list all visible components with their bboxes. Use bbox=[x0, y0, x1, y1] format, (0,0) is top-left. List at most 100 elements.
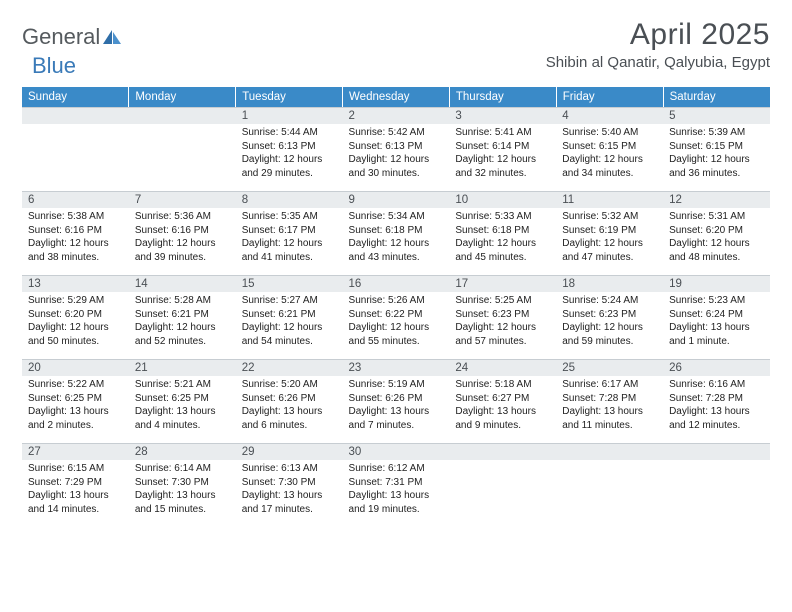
calendar-day-cell: 24Sunrise: 5:18 AMSunset: 6:27 PMDayligh… bbox=[449, 359, 556, 443]
calendar-day-cell: 26Sunrise: 6:16 AMSunset: 7:28 PMDayligh… bbox=[663, 359, 770, 443]
calendar-empty-cell bbox=[556, 443, 663, 527]
day-details: Sunrise: 6:12 AMSunset: 7:31 PMDaylight:… bbox=[343, 460, 450, 520]
day-number: 30 bbox=[343, 443, 450, 460]
calendar-header-row: SundayMondayTuesdayWednesdayThursdayFrid… bbox=[22, 87, 770, 107]
day-details: Sunrise: 5:40 AMSunset: 6:15 PMDaylight:… bbox=[556, 124, 663, 184]
calendar-day-cell: 27Sunrise: 6:15 AMSunset: 7:29 PMDayligh… bbox=[22, 443, 129, 527]
day-number: 1 bbox=[236, 107, 343, 124]
calendar-row: 1Sunrise: 5:44 AMSunset: 6:13 PMDaylight… bbox=[22, 107, 770, 191]
day-details: Sunrise: 5:32 AMSunset: 6:19 PMDaylight:… bbox=[556, 208, 663, 268]
day-number: 11 bbox=[556, 191, 663, 208]
day-details: Sunrise: 6:13 AMSunset: 7:30 PMDaylight:… bbox=[236, 460, 343, 520]
day-number: 23 bbox=[343, 359, 450, 376]
calendar-body: 1Sunrise: 5:44 AMSunset: 6:13 PMDaylight… bbox=[22, 107, 770, 527]
day-details bbox=[22, 124, 129, 184]
day-number bbox=[22, 107, 129, 124]
calendar-day-cell: 20Sunrise: 5:22 AMSunset: 6:25 PMDayligh… bbox=[22, 359, 129, 443]
weekday-header: Friday bbox=[556, 87, 663, 107]
day-details: Sunrise: 5:36 AMSunset: 6:16 PMDaylight:… bbox=[129, 208, 236, 268]
day-details: Sunrise: 5:19 AMSunset: 6:26 PMDaylight:… bbox=[343, 376, 450, 436]
day-details bbox=[449, 460, 556, 520]
calendar-row: 27Sunrise: 6:15 AMSunset: 7:29 PMDayligh… bbox=[22, 443, 770, 527]
day-number: 6 bbox=[22, 191, 129, 208]
day-number: 19 bbox=[663, 275, 770, 292]
calendar-day-cell: 21Sunrise: 5:21 AMSunset: 6:25 PMDayligh… bbox=[129, 359, 236, 443]
calendar-empty-cell bbox=[129, 107, 236, 191]
day-number: 20 bbox=[22, 359, 129, 376]
calendar-day-cell: 2Sunrise: 5:42 AMSunset: 6:13 PMDaylight… bbox=[343, 107, 450, 191]
calendar-empty-cell bbox=[22, 107, 129, 191]
calendar-row: 13Sunrise: 5:29 AMSunset: 6:20 PMDayligh… bbox=[22, 275, 770, 359]
day-number bbox=[663, 443, 770, 460]
calendar-day-cell: 14Sunrise: 5:28 AMSunset: 6:21 PMDayligh… bbox=[129, 275, 236, 359]
month-title: April 2025 bbox=[546, 18, 770, 52]
weekday-header: Monday bbox=[129, 87, 236, 107]
day-number: 18 bbox=[556, 275, 663, 292]
sail-icon bbox=[102, 29, 122, 45]
calendar-empty-cell bbox=[663, 443, 770, 527]
calendar-day-cell: 8Sunrise: 5:35 AMSunset: 6:17 PMDaylight… bbox=[236, 191, 343, 275]
day-number: 12 bbox=[663, 191, 770, 208]
calendar-day-cell: 1Sunrise: 5:44 AMSunset: 6:13 PMDaylight… bbox=[236, 107, 343, 191]
day-details: Sunrise: 5:24 AMSunset: 6:23 PMDaylight:… bbox=[556, 292, 663, 352]
day-number: 13 bbox=[22, 275, 129, 292]
calendar-row: 20Sunrise: 5:22 AMSunset: 6:25 PMDayligh… bbox=[22, 359, 770, 443]
day-details: Sunrise: 5:27 AMSunset: 6:21 PMDaylight:… bbox=[236, 292, 343, 352]
calendar-day-cell: 29Sunrise: 6:13 AMSunset: 7:30 PMDayligh… bbox=[236, 443, 343, 527]
calendar-page: General April 2025 Shibin al Qanatir, Qa… bbox=[0, 0, 792, 537]
weekday-header: Saturday bbox=[663, 87, 770, 107]
calendar-day-cell: 30Sunrise: 6:12 AMSunset: 7:31 PMDayligh… bbox=[343, 443, 450, 527]
weekday-header: Sunday bbox=[22, 87, 129, 107]
day-number: 29 bbox=[236, 443, 343, 460]
day-details: Sunrise: 5:31 AMSunset: 6:20 PMDaylight:… bbox=[663, 208, 770, 268]
day-details: Sunrise: 5:38 AMSunset: 6:16 PMDaylight:… bbox=[22, 208, 129, 268]
calendar-day-cell: 12Sunrise: 5:31 AMSunset: 6:20 PMDayligh… bbox=[663, 191, 770, 275]
day-details: Sunrise: 5:26 AMSunset: 6:22 PMDaylight:… bbox=[343, 292, 450, 352]
calendar-day-cell: 25Sunrise: 6:17 AMSunset: 7:28 PMDayligh… bbox=[556, 359, 663, 443]
calendar-day-cell: 22Sunrise: 5:20 AMSunset: 6:26 PMDayligh… bbox=[236, 359, 343, 443]
day-details: Sunrise: 5:35 AMSunset: 6:17 PMDaylight:… bbox=[236, 208, 343, 268]
calendar-day-cell: 13Sunrise: 5:29 AMSunset: 6:20 PMDayligh… bbox=[22, 275, 129, 359]
calendar-day-cell: 3Sunrise: 5:41 AMSunset: 6:14 PMDaylight… bbox=[449, 107, 556, 191]
calendar-day-cell: 9Sunrise: 5:34 AMSunset: 6:18 PMDaylight… bbox=[343, 191, 450, 275]
calendar-day-cell: 18Sunrise: 5:24 AMSunset: 6:23 PMDayligh… bbox=[556, 275, 663, 359]
day-details: Sunrise: 5:21 AMSunset: 6:25 PMDaylight:… bbox=[129, 376, 236, 436]
calendar-day-cell: 28Sunrise: 6:14 AMSunset: 7:30 PMDayligh… bbox=[129, 443, 236, 527]
day-number: 21 bbox=[129, 359, 236, 376]
day-number: 17 bbox=[449, 275, 556, 292]
day-details: Sunrise: 5:18 AMSunset: 6:27 PMDaylight:… bbox=[449, 376, 556, 436]
brand-logo: General bbox=[22, 24, 124, 50]
calendar-day-cell: 6Sunrise: 5:38 AMSunset: 6:16 PMDaylight… bbox=[22, 191, 129, 275]
day-details bbox=[663, 460, 770, 520]
day-number bbox=[129, 107, 236, 124]
day-details bbox=[556, 460, 663, 520]
day-details: Sunrise: 5:41 AMSunset: 6:14 PMDaylight:… bbox=[449, 124, 556, 184]
calendar-day-cell: 4Sunrise: 5:40 AMSunset: 6:15 PMDaylight… bbox=[556, 107, 663, 191]
day-details: Sunrise: 6:14 AMSunset: 7:30 PMDaylight:… bbox=[129, 460, 236, 520]
calendar-empty-cell bbox=[449, 443, 556, 527]
location-subtitle: Shibin al Qanatir, Qalyubia, Egypt bbox=[546, 54, 770, 71]
day-details: Sunrise: 5:39 AMSunset: 6:15 PMDaylight:… bbox=[663, 124, 770, 184]
day-details: Sunrise: 5:22 AMSunset: 6:25 PMDaylight:… bbox=[22, 376, 129, 436]
day-number: 2 bbox=[343, 107, 450, 124]
calendar-day-cell: 15Sunrise: 5:27 AMSunset: 6:21 PMDayligh… bbox=[236, 275, 343, 359]
calendar-day-cell: 10Sunrise: 5:33 AMSunset: 6:18 PMDayligh… bbox=[449, 191, 556, 275]
day-number: 8 bbox=[236, 191, 343, 208]
day-details: Sunrise: 5:34 AMSunset: 6:18 PMDaylight:… bbox=[343, 208, 450, 268]
calendar-day-cell: 19Sunrise: 5:23 AMSunset: 6:24 PMDayligh… bbox=[663, 275, 770, 359]
day-number: 28 bbox=[129, 443, 236, 460]
day-number: 5 bbox=[663, 107, 770, 124]
calendar-day-cell: 23Sunrise: 5:19 AMSunset: 6:26 PMDayligh… bbox=[343, 359, 450, 443]
weekday-header: Wednesday bbox=[343, 87, 450, 107]
brand-word-2: Blue bbox=[32, 53, 76, 79]
day-details: Sunrise: 6:17 AMSunset: 7:28 PMDaylight:… bbox=[556, 376, 663, 436]
calendar-day-cell: 11Sunrise: 5:32 AMSunset: 6:19 PMDayligh… bbox=[556, 191, 663, 275]
calendar-day-cell: 17Sunrise: 5:25 AMSunset: 6:23 PMDayligh… bbox=[449, 275, 556, 359]
day-number: 16 bbox=[343, 275, 450, 292]
day-number: 25 bbox=[556, 359, 663, 376]
calendar-day-cell: 7Sunrise: 5:36 AMSunset: 6:16 PMDaylight… bbox=[129, 191, 236, 275]
weekday-header: Thursday bbox=[449, 87, 556, 107]
brand-word-1: General bbox=[22, 24, 100, 50]
day-details bbox=[129, 124, 236, 184]
day-details: Sunrise: 5:20 AMSunset: 6:26 PMDaylight:… bbox=[236, 376, 343, 436]
